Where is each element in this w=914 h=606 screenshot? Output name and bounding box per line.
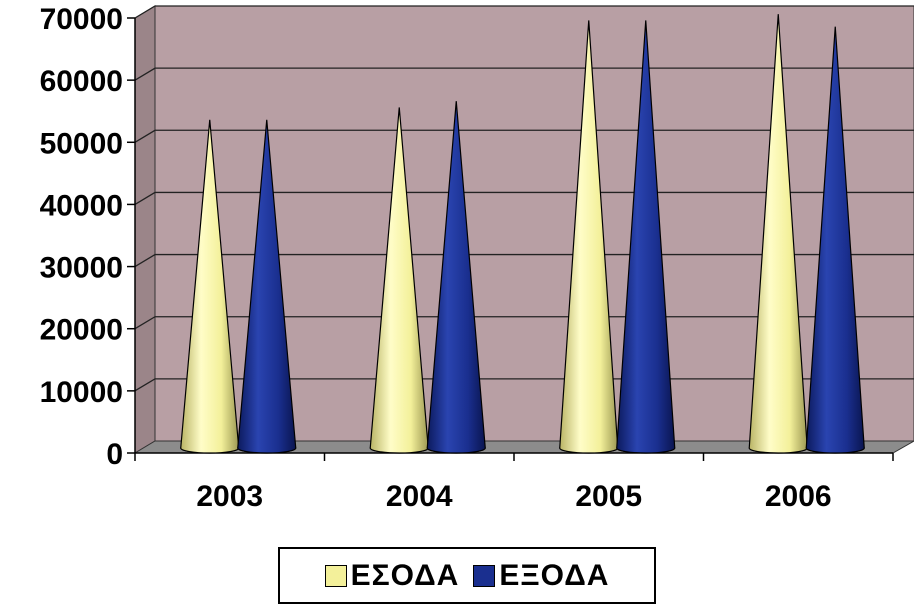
y-tick-label: 10000	[40, 376, 123, 409]
x-tick-label: 2003	[196, 480, 263, 513]
cone-exoda	[616, 20, 676, 454]
legend-item-exoda: ΕΞΟΔΑ	[473, 559, 609, 593]
gridline	[134, 191, 914, 205]
cone-exoda	[805, 26, 865, 454]
gridline	[134, 67, 914, 81]
legend: ΕΣΟΔΑ ΕΞΟΔΑ	[278, 547, 656, 604]
legend-swatch-esoda	[324, 564, 347, 587]
y-tick-label: 30000	[40, 252, 123, 285]
cone-exoda	[237, 119, 297, 454]
x-tick-label: 2004	[386, 480, 453, 513]
chart-labels: 0 10000 20000 30000 40000 50000 60000 70000 2003…	[40, 3, 832, 513]
cone-body	[237, 119, 297, 454]
gridline	[134, 129, 914, 143]
cone-body	[805, 26, 865, 454]
gridline	[134, 5, 914, 19]
y-tick-label: 70000	[40, 3, 123, 36]
side-wall	[134, 5, 156, 454]
y-tick-label: 60000	[40, 65, 123, 98]
cone-exoda	[426, 101, 486, 454]
legend-label-esoda: ΕΣΟΔΑ	[350, 558, 460, 592]
y-tick-label: 0	[106, 438, 123, 471]
legend-swatch-exoda	[473, 564, 496, 587]
legend-item-esoda: ΕΣΟΔΑ	[324, 558, 460, 593]
y-tick-label: 20000	[40, 314, 123, 347]
chart-plot: 0 10000 20000 30000 40000 50000 60000 70000 2003…	[40, 3, 914, 513]
x-tick-label: 2006	[765, 480, 832, 513]
cone-esoda	[559, 20, 619, 454]
cone-body	[426, 101, 486, 454]
legend-label-exoda: ΕΞΟΔΑ	[499, 558, 610, 592]
chart-marks	[180, 14, 865, 454]
cone-body	[616, 20, 676, 454]
y-tick-label: 40000	[40, 189, 123, 222]
x-tick-label: 2005	[575, 480, 642, 513]
cone-esoda	[180, 119, 240, 454]
y-tick-label: 50000	[40, 127, 123, 160]
